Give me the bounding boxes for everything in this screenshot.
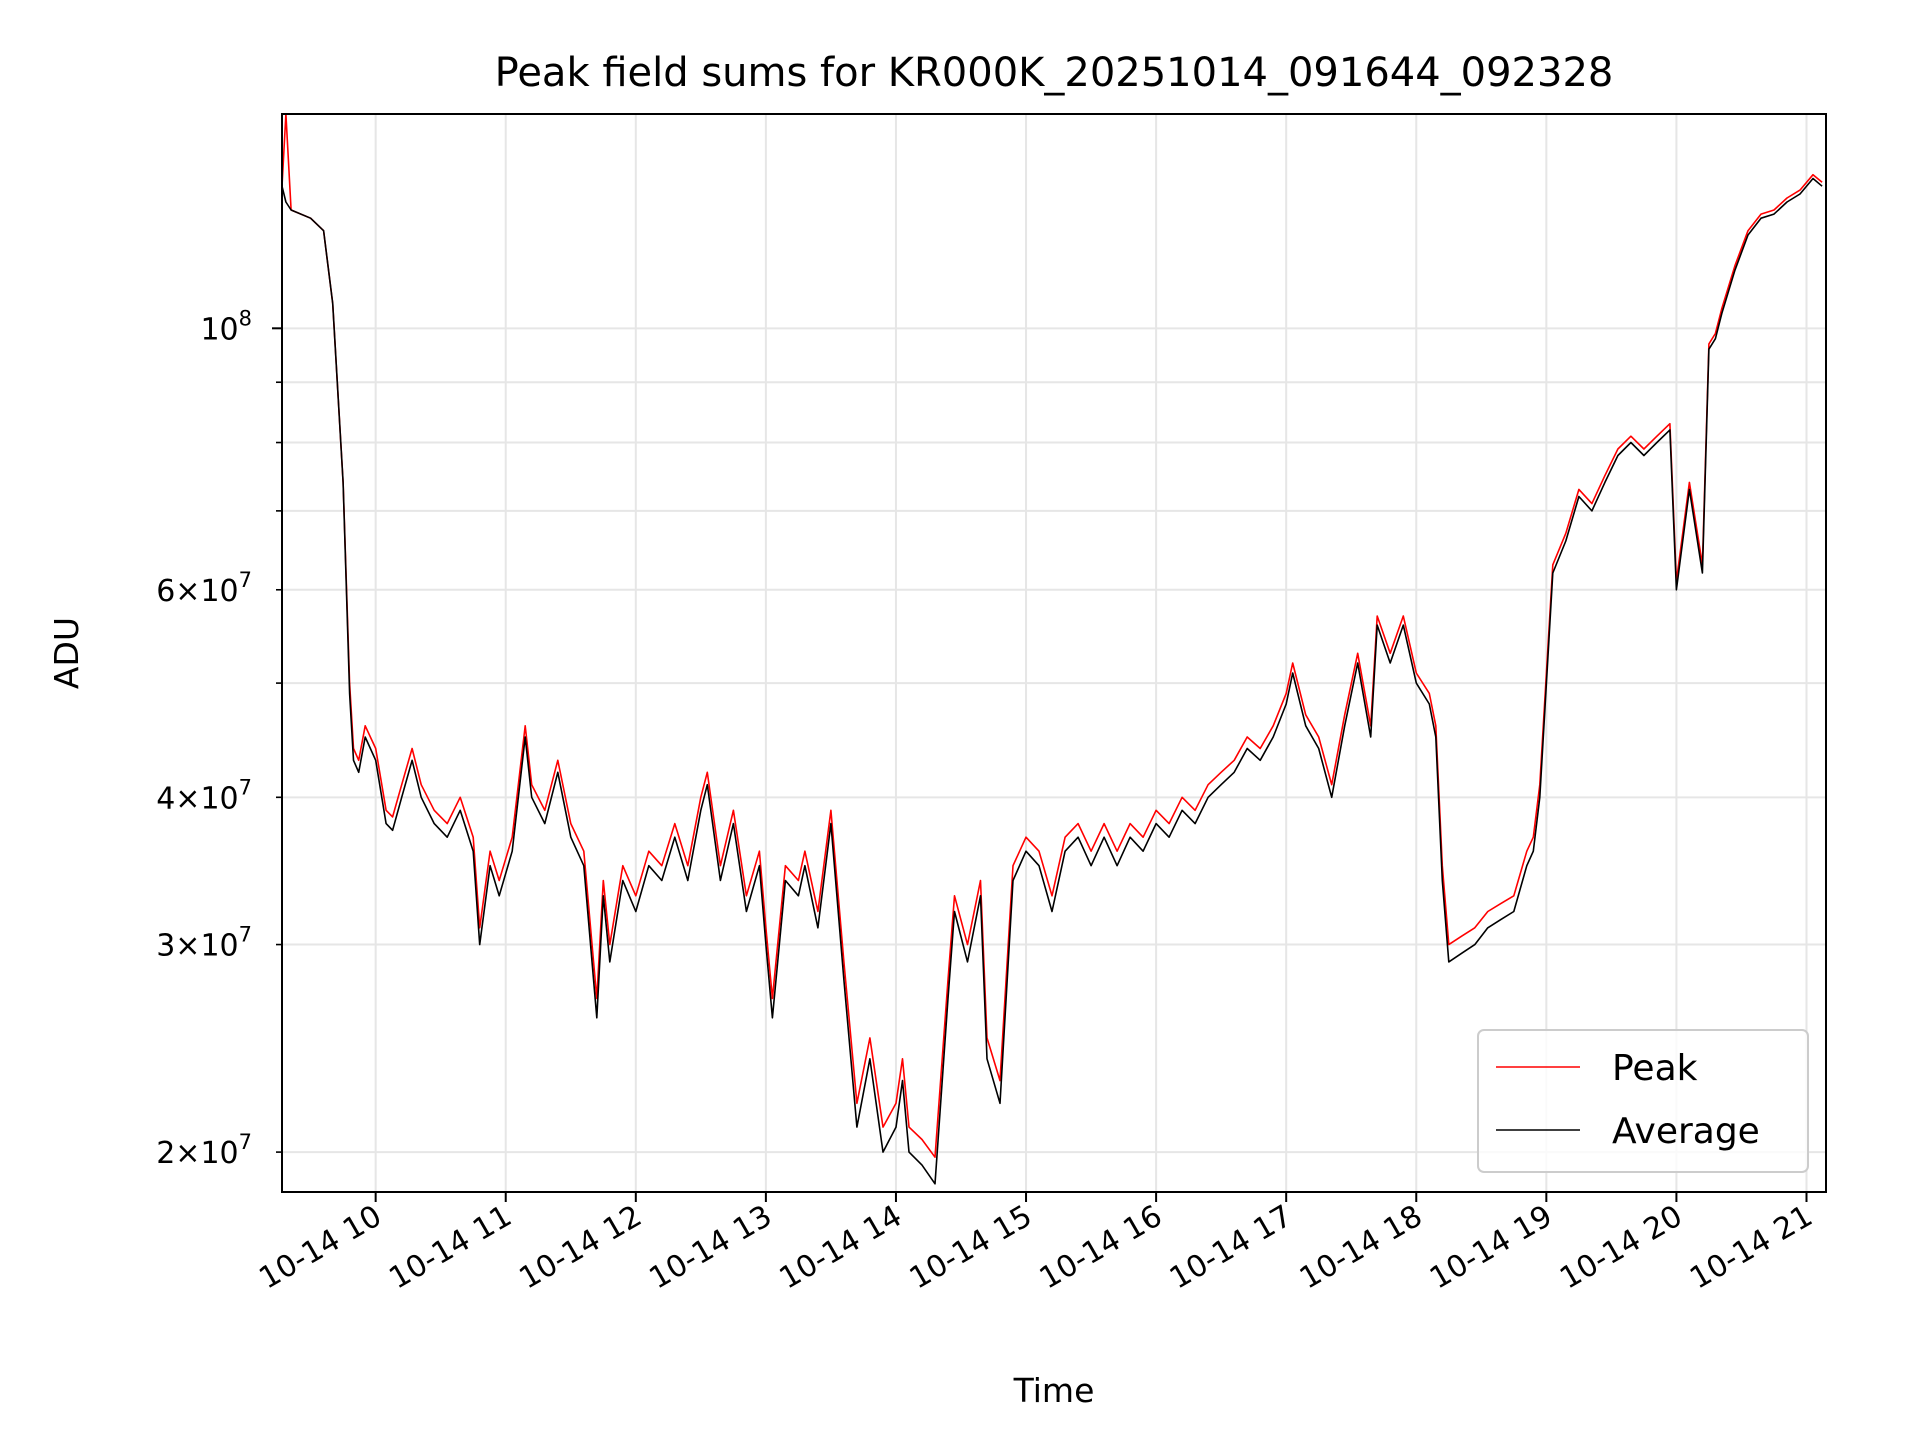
y-tick-label: 4×107 xyxy=(156,775,252,816)
legend-label-peak: Peak xyxy=(1612,1048,1698,1089)
y-axis: 108 2×107 3×107 4×107 6×107 xyxy=(156,306,282,1171)
chart-title: Peak field sums for KR000K_20251014_0916… xyxy=(495,50,1614,96)
series-line-average xyxy=(282,177,1823,1185)
y-tick-label: 108 xyxy=(200,306,252,347)
y-tick-label: 3×107 xyxy=(156,923,252,964)
x-axis-label: Time xyxy=(1013,1371,1095,1410)
legend: Peak Average xyxy=(1477,1029,1809,1173)
y-tick-label: 6×107 xyxy=(156,568,252,609)
series-line-peak xyxy=(282,114,1823,1158)
legend-label-average: Average xyxy=(1612,1111,1760,1152)
y-tick-label: 2×107 xyxy=(156,1130,252,1171)
plot-frame xyxy=(281,113,1827,1193)
legend-box xyxy=(1477,1029,1809,1173)
y-axis-label: ADU xyxy=(47,617,86,689)
plot-area xyxy=(282,114,1823,1185)
grid xyxy=(282,114,1826,1192)
